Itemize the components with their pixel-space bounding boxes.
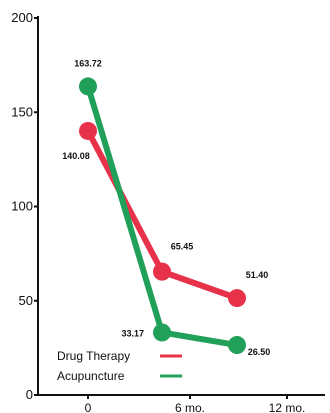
data-label: 163.72 bbox=[74, 58, 102, 68]
data-label: 140.08 bbox=[62, 151, 90, 161]
y-tick-label: 100 bbox=[11, 199, 33, 214]
y-tick-label: 0 bbox=[26, 387, 33, 402]
y-tick-label: 50 bbox=[19, 293, 33, 308]
axes: 0 50 100 150 200 0 6 mo. 12 mo. bbox=[11, 10, 325, 413]
data-label: 33.17 bbox=[121, 328, 144, 338]
legend: Drug Therapy Acupuncture bbox=[57, 349, 182, 383]
series-line-acupuncture bbox=[85, 83, 240, 349]
series-layer bbox=[79, 77, 246, 355]
y-tick-label: 200 bbox=[11, 10, 33, 25]
data-label: 51.40 bbox=[246, 270, 269, 280]
y-tick-label: 150 bbox=[11, 104, 33, 119]
data-point-marker bbox=[79, 77, 97, 96]
data-point-marker bbox=[79, 121, 97, 140]
data-label: 65.45 bbox=[171, 242, 194, 252]
data-label: 26.50 bbox=[248, 347, 271, 357]
data-point-marker bbox=[228, 336, 246, 355]
legend-label: Acupuncture bbox=[57, 369, 125, 383]
data-point-marker bbox=[153, 323, 171, 342]
data-point-marker bbox=[153, 262, 171, 281]
x-tick-label: 6 mo. bbox=[175, 401, 205, 413]
x-tick-label: 12 mo. bbox=[269, 401, 306, 413]
legend-label: Drug Therapy bbox=[57, 349, 130, 363]
data-labels: 140.08 65.45 51.40 163.72 33.17 26.50 bbox=[62, 58, 270, 357]
x-tick-label: 0 bbox=[85, 401, 92, 413]
data-point-marker bbox=[228, 289, 246, 308]
